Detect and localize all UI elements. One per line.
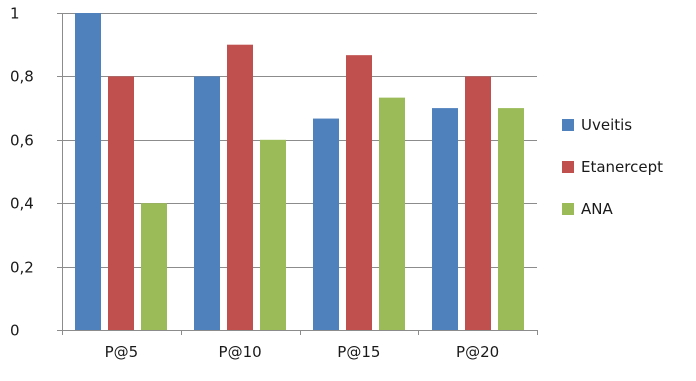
y-tick-label: 0,6 bbox=[10, 132, 34, 150]
x-category-label: P@15 bbox=[337, 343, 380, 361]
x-category-label: P@5 bbox=[105, 343, 139, 361]
bar-uveitis-3 bbox=[432, 108, 458, 330]
x-category-label: P@20 bbox=[456, 343, 499, 361]
bar-ana-1 bbox=[260, 139, 286, 330]
legend-label: Uveitis bbox=[581, 116, 632, 134]
bar-ana-0 bbox=[141, 203, 167, 330]
legend-item-uveitis: Uveitis bbox=[562, 116, 632, 134]
y-axis-tick-labels: 0 0,2 0,4 0,6 0,8 1 bbox=[10, 5, 34, 340]
bar-etanercept-3 bbox=[465, 76, 491, 331]
bar-uveitis-2 bbox=[313, 118, 339, 330]
x-axis-category-labels: P@5 P@10 P@15 P@20 bbox=[105, 343, 500, 361]
y-tick-label: 0,2 bbox=[10, 259, 34, 277]
y-tick-label: 0,8 bbox=[10, 68, 34, 86]
legend-swatch bbox=[562, 203, 574, 215]
legend-label: Etanercept bbox=[581, 158, 663, 176]
y-tick-label: 0,4 bbox=[10, 195, 34, 213]
legend-swatch bbox=[562, 119, 574, 131]
bar-etanercept-0 bbox=[108, 76, 134, 331]
bar-etanercept-1 bbox=[227, 44, 253, 330]
bar-etanercept-2 bbox=[346, 55, 372, 330]
bar-ana-3 bbox=[498, 108, 524, 330]
legend-swatch bbox=[562, 161, 574, 173]
bar-uveitis-1 bbox=[194, 76, 220, 331]
bar-series bbox=[75, 13, 524, 331]
legend-item-etanercept: Etanercept bbox=[562, 158, 663, 176]
axes bbox=[57, 13, 538, 335]
x-category-label: P@10 bbox=[219, 343, 262, 361]
legend-label: ANA bbox=[581, 200, 613, 218]
bar-uveitis-0 bbox=[75, 13, 101, 330]
y-tick-label: 0 bbox=[10, 322, 20, 340]
y-tick-label: 1 bbox=[10, 5, 20, 23]
bar-ana-2 bbox=[379, 97, 405, 330]
legend: Uveitis Etanercept ANA bbox=[562, 116, 663, 218]
legend-item-ana: ANA bbox=[562, 200, 613, 218]
